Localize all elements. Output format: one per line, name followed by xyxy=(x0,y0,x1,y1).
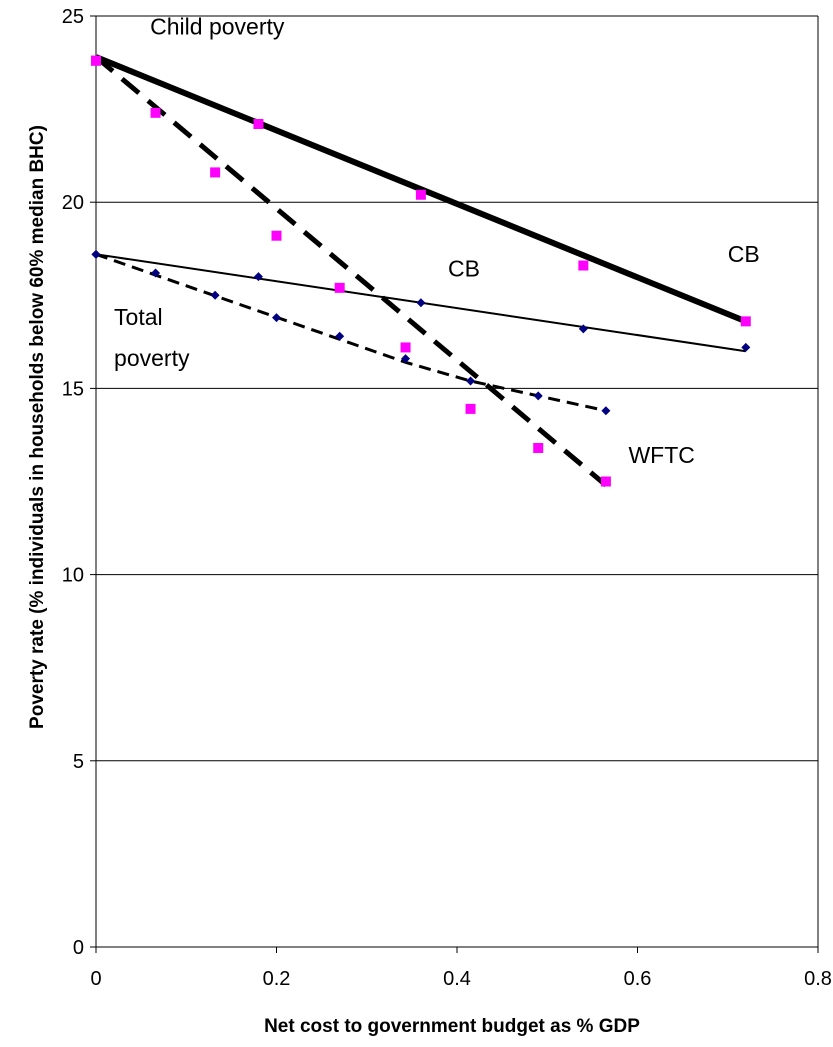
x-tick-label: 0.4 xyxy=(443,968,471,990)
point-total-poverty-wftc xyxy=(272,313,281,323)
x-tick-label: 0 xyxy=(90,968,101,990)
x-axis-title: Net cost to government budget as % GDP xyxy=(264,1016,640,1037)
y-tick-label: 5 xyxy=(73,751,84,773)
point-total-poverty-cb xyxy=(416,298,426,308)
point-child-poverty-wftc xyxy=(533,442,544,453)
point-child-poverty-cb xyxy=(253,118,264,129)
point-total-poverty-wftc xyxy=(210,290,220,300)
x-tick-label: 0.6 xyxy=(624,968,652,990)
point-child-poverty-wftc xyxy=(210,167,221,178)
gridlines xyxy=(96,15,818,762)
line-child-poverty-wftc xyxy=(94,55,608,488)
fit-lines xyxy=(94,54,747,488)
annotation-label: poverty xyxy=(114,345,190,371)
annotation-label: WFTC xyxy=(628,442,694,468)
y-tick-label: 15 xyxy=(62,378,84,400)
point-total-poverty-cb xyxy=(578,324,588,334)
point-child-poverty-wftc xyxy=(600,476,611,487)
point-child-poverty-wftc xyxy=(334,282,345,293)
x-tick-label: 0.2 xyxy=(263,968,291,990)
point-child-poverty-cb xyxy=(740,316,751,327)
point-child-poverty-cb xyxy=(578,260,589,271)
axes xyxy=(90,15,819,953)
point-total-poverty-wftc xyxy=(151,268,161,278)
annotation-label: Total xyxy=(114,304,163,330)
point-child-poverty-wftc xyxy=(91,55,101,66)
annotation-label: CB xyxy=(728,241,760,267)
x-tick-label: 0.8 xyxy=(804,968,832,990)
point-child-poverty-wftc xyxy=(465,403,476,414)
point-total-poverty-wftc xyxy=(91,249,101,259)
annotation-label: CB xyxy=(448,256,480,282)
y-tick-label: 10 xyxy=(62,565,84,587)
y-tick-label: 20 xyxy=(62,192,84,214)
point-total-poverty-cb xyxy=(253,272,263,282)
y-tick-label: 0 xyxy=(73,937,84,959)
point-total-poverty-wftc xyxy=(401,354,411,364)
annotation-label: Child poverty xyxy=(150,14,285,40)
y-axis-title: Poverty rate (% individuals in household… xyxy=(27,125,48,729)
point-total-poverty-cb xyxy=(741,342,751,352)
line-child-poverty-cb xyxy=(94,54,747,325)
point-child-poverty-wftc xyxy=(271,230,282,241)
point-total-poverty-wftc xyxy=(466,376,476,386)
point-total-poverty-wftc xyxy=(335,331,345,341)
tick-labels: 0 5 10 15 20 25 0 0.2 0.4 0.6 0.8 xyxy=(62,6,832,990)
y-tick-label: 25 xyxy=(62,6,84,28)
point-total-poverty-wftc xyxy=(601,406,611,416)
line-total-poverty-wftc xyxy=(95,252,607,413)
point-child-poverty-cb xyxy=(415,189,426,200)
annotations: Child poverty CB CB Total poverty WFTC xyxy=(114,14,760,468)
point-child-poverty-wftc xyxy=(400,342,411,353)
data-points xyxy=(91,55,751,487)
point-total-poverty-wftc xyxy=(533,391,543,401)
point-child-poverty-wftc xyxy=(150,107,161,118)
